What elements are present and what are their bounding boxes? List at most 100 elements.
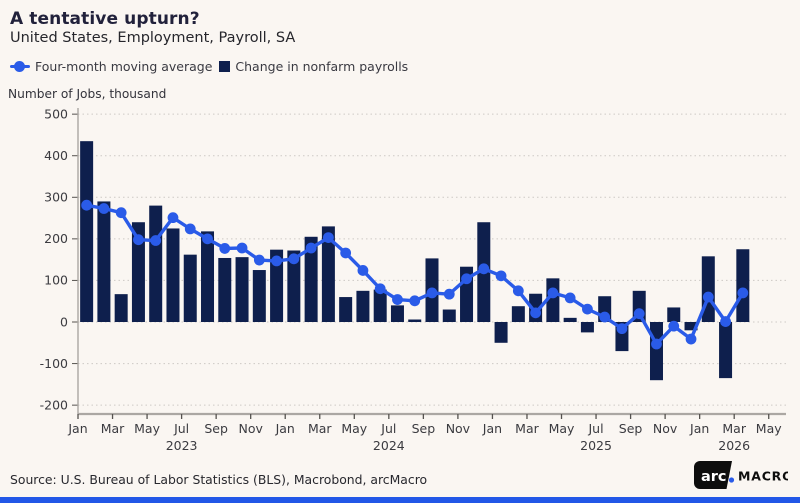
payroll-bar [339,297,353,322]
x-tick-label: May [341,421,367,436]
x-tick-label: Sep [412,421,436,436]
x-tick-label: Jan [482,421,502,436]
ma-point [443,288,455,300]
ma-point [202,233,213,245]
payroll-bar [442,309,456,322]
ma-point [702,291,714,303]
payroll-bar [373,289,387,322]
y-tick-label: 100 [44,273,68,288]
payroll-bar [304,236,318,322]
ma-point [374,283,386,295]
year-label: 2026 [718,438,750,453]
x-tick-label: Nov [653,421,678,436]
ma-point [236,242,248,254]
y-axis-unit-label: Number of Jobs, thousand [8,87,167,101]
ma-point [81,199,93,211]
x-tick-label: Jul [380,421,396,436]
legend-item-moving-average: Four-month moving average [10,59,212,74]
ma-point [288,253,300,265]
ma-point [150,235,162,246]
y-tick-label: -100 [40,356,68,371]
payroll-bar [252,270,266,322]
payroll-bar [80,141,94,322]
x-tick-label: May [134,421,160,436]
line-series-marker-icon [10,61,30,72]
payroll-bar [166,228,180,322]
logo-macro-text: MACRO [738,469,788,484]
ma-point [340,247,352,259]
source-note: Source: U.S. Bureau of Labor Statistics … [10,472,428,487]
ma-point [184,223,196,235]
legend-label-payrolls: Change in nonfarm payrolls [235,59,409,74]
ma-point [564,292,576,304]
page-title: A tentative upturn? [10,9,200,29]
page-subtitle: United States, Employment, Payroll, SA [10,30,296,46]
legend-item-payrolls: Change in nonfarm payrolls [219,59,408,74]
ma-point [512,285,524,297]
bottom-accent-bar [0,497,800,503]
payroll-bar [235,257,249,322]
ma-point [495,270,507,282]
ma-point [668,320,680,332]
x-tick-label: Mar [515,421,539,436]
ma-point [98,203,110,214]
ma-point [599,311,611,323]
payroll-bar [736,249,750,322]
ma-point [253,254,265,266]
payroll-bar [408,319,422,322]
ma-point [167,212,179,224]
ma-point [478,263,490,275]
ma-point [461,273,472,285]
x-tick-label: May [756,421,782,436]
payroll-bar [287,250,301,322]
y-tick-label: -200 [40,397,68,412]
ma-point [737,287,749,299]
y-tick-label: 300 [44,190,68,205]
ma-point [685,333,697,345]
y-tick-label: 0 [60,314,68,329]
ma-point [651,338,662,350]
y-tick-label: 200 [44,231,68,246]
arcmacro-logo-graphic: arc MACRO [694,461,793,489]
payroll-bar [390,305,404,322]
x-tick-label: Mar [308,421,332,436]
x-tick-label: Jan [67,421,87,436]
ma-point [271,255,282,267]
logo-arc-text: arc [701,469,727,485]
x-tick-label: Mar [101,421,125,436]
ma-point [305,242,317,254]
payroll-bar [183,254,197,322]
legend-label-moving-average: Four-month moving average [35,59,213,74]
payroll-bar [580,322,594,333]
payroll-bar [667,307,681,322]
arcmacro-logo: arc MACRO [693,460,793,494]
x-tick-label: May [549,421,575,436]
x-tick-label: Sep [619,421,643,436]
ma-point [633,308,645,320]
payroll-chart: -200 -100 0 100 200 300 400 500 Jan Mar May Jul Sep N… [40,106,786,453]
ma-point [219,243,231,254]
payroll-bar [270,249,284,322]
logo-dot-icon [728,477,735,483]
payroll-bar [218,257,232,322]
payroll-bar [131,222,145,322]
ma-point [392,294,403,305]
y-tick-label: 500 [44,106,68,121]
ma-point [322,232,334,244]
ma-point [409,295,421,307]
x-tick-label: Mar [722,421,746,436]
x-tick-label: Jan [275,421,295,436]
bar-series-marker-icon [219,61,231,72]
payroll-bar [149,205,163,322]
year-label: 2023 [166,438,198,453]
year-label: 2024 [373,438,405,453]
x-tick-label: Jul [173,421,189,436]
ma-point [547,287,559,299]
x-tick-label: Nov [238,421,263,436]
payroll-bar [321,226,335,322]
payroll-bar [114,294,128,322]
ma-point [426,287,438,299]
payroll-bar [97,201,111,322]
x-tick-label: Jul [588,421,604,436]
ma-point [357,265,369,276]
